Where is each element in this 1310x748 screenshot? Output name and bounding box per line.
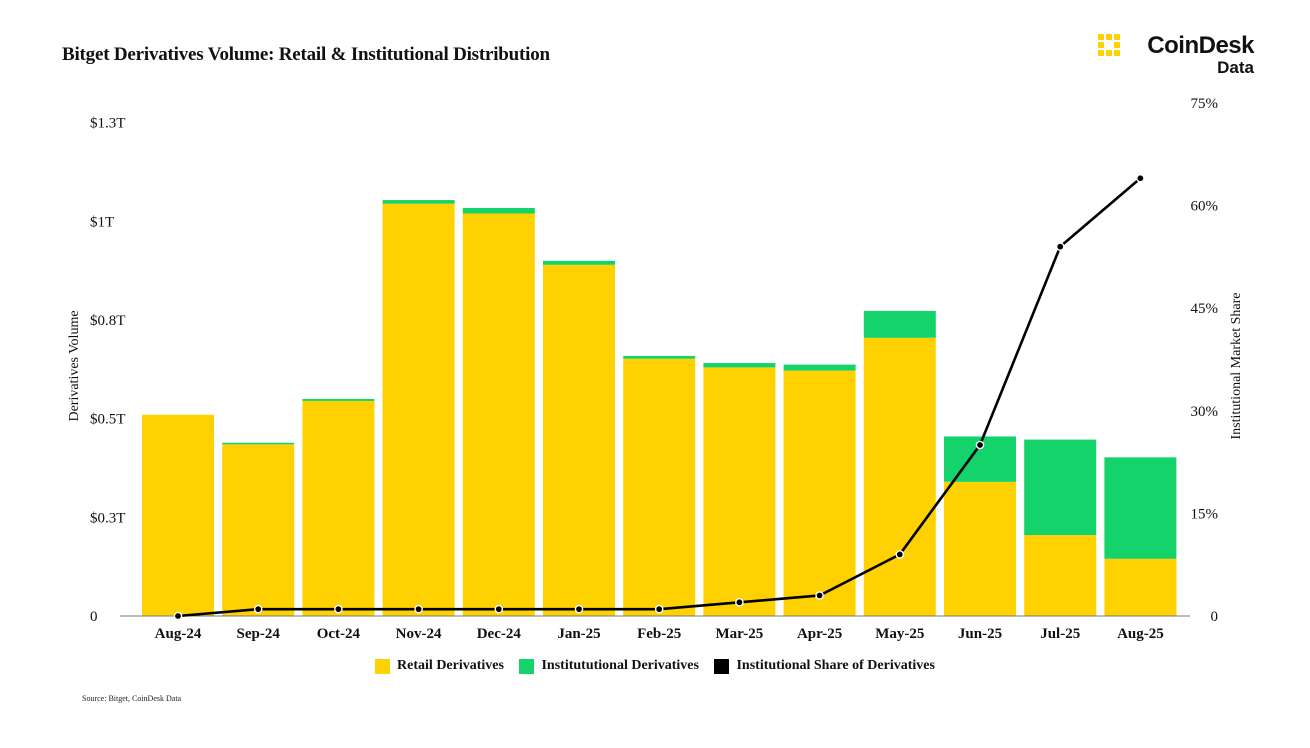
y2-axis-label: Institutional Market Share [1229,293,1244,440]
bar-retail [302,400,375,616]
bar-institutional [1024,439,1097,536]
share-point [173,611,183,621]
legend-label-institutional: Institututional Derivatives [541,658,699,673]
x-tick-label: Nov-24 [396,626,442,642]
bar-institutional [302,398,375,401]
bar-institutional [1104,457,1177,559]
bars-group [142,200,1177,616]
bar-retail [543,264,615,616]
x-tick-label: Oct-24 [317,626,361,642]
bar-retail [142,414,214,616]
share-point [1136,173,1145,183]
share-point [1055,242,1065,251]
share-point [494,604,504,614]
y2-tick-label: 75% [1191,96,1219,112]
share-point [654,604,664,614]
y-tick-label: $0.3T [90,510,125,526]
legend-swatch-share [714,658,730,674]
bar-institutional [863,310,936,338]
logo-subtitle: Data [1217,58,1254,77]
bar-retail [783,370,856,616]
share-point [253,604,263,614]
y2-tick-label: 60% [1191,199,1219,215]
logo-wordmark: CoinDesk [1147,32,1254,59]
x-tick-label: Dec-24 [477,626,522,642]
x-tick-label: Sep-24 [237,626,281,642]
y-tick-label: $0.8T [90,313,125,329]
y2-tick-label: 15% [1191,506,1219,522]
bar-institutional [462,207,535,214]
y-tick-label: $0.5T [90,412,125,428]
y2-tick-label: 45% [1191,301,1219,317]
right-axis-ticks: 0 15% 30% 45% 60% 75% [1191,96,1219,625]
x-tick-label: Aug-25 [1117,626,1164,642]
bar-retail [944,481,1016,616]
bar-retail [1024,535,1097,616]
share-point [414,604,423,614]
y-tick-label: $1T [90,214,114,230]
left-axis-ticks: 0 $0.3T $0.5T $0.8T $1T $1.3T [90,116,125,625]
share-point [975,440,985,450]
share-point [815,591,824,600]
bar-retail [462,213,535,616]
y-tick-label: 0 [90,609,98,625]
y2-tick-label: 30% [1191,404,1219,420]
bar-retail [222,444,295,616]
bar-retail [1104,558,1177,616]
legend-label-retail: Retail Derivatives [397,658,504,673]
bar-institutional [703,363,776,368]
coindesk-mark-icon [1098,34,1120,56]
x-tick-label: Feb-25 [637,626,681,642]
bar-retail [623,358,696,616]
bar-institutional [222,442,295,445]
x-tick-label: Mar-25 [716,626,764,642]
legend-item-share: Institutional Share of Derivatives [714,658,935,674]
legend-swatch-institutional [519,658,535,674]
share-point [574,604,584,614]
y2-tick-label: 0 [1211,609,1219,625]
x-tick-label: Jun-25 [958,626,1002,642]
share-line-group [173,173,1145,621]
legend-item-retail: Retail Derivatives [375,658,504,674]
legend-swatch-retail [375,658,391,674]
share-point [735,598,744,607]
legend: Retail Derivatives Institututional Deriv… [0,658,1310,679]
bar-retail [863,337,936,616]
bar-retail [703,367,776,616]
y-tick-label: $1.3T [90,116,125,132]
legend-label-share: Institutional Share of Derivatives [736,658,935,673]
bar-institutional [623,355,696,359]
x-tick-label: Apr-25 [797,626,842,642]
bar-institutional [543,260,615,265]
chart-title: Bitget Derivatives Volume: Retail & Inst… [62,44,550,65]
share-point [334,604,343,614]
x-tick-label: May-25 [875,626,924,642]
x-tick-label: Jul-25 [1040,626,1080,642]
bar-retail [382,203,455,616]
x-axis-ticks: Aug-24 Sep-24 Oct-24 Nov-24 Dec-24 Jan-25 Feb-… [155,626,1164,642]
x-tick-label: Jan-25 [557,626,600,642]
bar-institutional [783,364,856,371]
y-axis-label: Derivatives Volume [67,310,82,421]
legend-item-institutional: Institututional Derivatives [519,658,699,674]
share-point [895,550,905,559]
coindesk-logo: CoinDesk Data [1094,32,1254,80]
bar-institutional [382,200,455,204]
x-tick-label: Aug-24 [155,626,202,642]
source-note: Source: Bitget, CoinDesk Data [82,694,182,703]
